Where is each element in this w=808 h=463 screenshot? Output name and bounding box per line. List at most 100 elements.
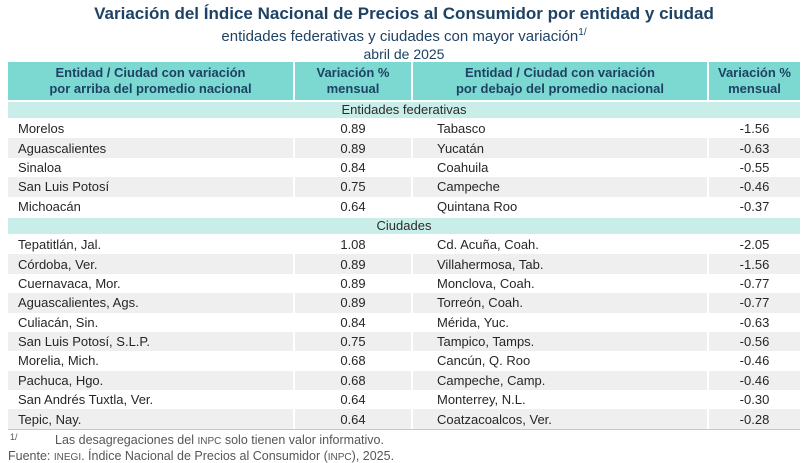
table-row: Tepatitlán, Jal. 1.08 Cd. Acuña, Coah. -2.0… (8, 234, 800, 255)
cell-entity-right: Torreón, Coah. (413, 293, 707, 313)
section-header: Ciudades (8, 217, 800, 234)
table-row: Morelos 0.89 Tabasco -1.56 (8, 119, 800, 139)
heading-block: Variación del Índice Nacional de Precios… (0, 0, 808, 63)
table-row: San Andrés Tuxtla, Ver. 0.64 Monterrey, N.… (8, 390, 800, 410)
cell-entity-right: Quintana Roo (413, 196, 707, 216)
footnote-line: 1/Las desagregaciones del INPC solo tien… (8, 430, 800, 449)
table-row: Aguascalientes, Ags. 0.89 Torreón, Coah. -0… (8, 293, 800, 313)
inpc-table: Entidad / Ciudad con variación por arrib… (8, 62, 800, 430)
cell-entity-right: Cancún, Q. Roo (413, 351, 707, 371)
cell-entity-right: Monterrey, N.L. (413, 390, 707, 410)
cell-entity-right: Monclova, Coah. (413, 273, 707, 294)
cell-entity-left: Aguascalientes, Ags. (8, 293, 293, 313)
cell-entity-right: Coatzacoalcos, Ver. (413, 409, 707, 429)
cell-entity-left: Aguascalientes (8, 138, 293, 158)
cell-entity-left: Cuernavaca, Mor. (8, 273, 293, 294)
col-header-above-average: Entidad / Ciudad con variación por arrib… (8, 62, 293, 100)
cell-value-right: -0.77 (709, 273, 800, 294)
table-section: Ciudades Tepatitlán, Jal. 1.08 Cd. Acuña, C… (8, 217, 800, 429)
cell-value-left: 0.64 (295, 390, 411, 410)
cell-value-right: -0.77 (709, 293, 800, 313)
footnote-text: Las desagregaciones del INPC solo tienen… (55, 433, 384, 447)
footnote-marker: 1/ (10, 432, 18, 442)
cell-value-left: 0.89 (295, 273, 411, 294)
cell-value-right: -0.56 (709, 331, 800, 352)
source-text-post: ), 2025. (351, 449, 395, 463)
source-org-inegi: INEGI (53, 452, 82, 463)
source-line: Fuente: INEGI. Índice Nacional de Precio… (8, 449, 800, 463)
cell-value-right: -0.55 (709, 157, 800, 178)
cell-value-left: 0.89 (295, 293, 411, 313)
cell-entity-left: Culiacán, Sin. (8, 312, 293, 332)
cell-entity-left: Morelia, Mich. (8, 351, 293, 371)
cell-value-left: 0.84 (295, 157, 411, 178)
cell-entity-left: Córdoba, Ver. (8, 254, 293, 274)
cell-entity-right: Yucatán (413, 138, 707, 158)
subtitle-text: entidades federativas y ciudades con may… (221, 28, 579, 45)
cell-value-right: -2.05 (709, 234, 800, 255)
page-subtitle: entidades federativas y ciudades con may… (0, 24, 808, 46)
cell-value-right: -0.46 (709, 177, 800, 197)
cell-value-left: 0.75 (295, 331, 411, 352)
cell-entity-left: San Luis Potosí (8, 177, 293, 197)
cell-entity-left: Michoacán (8, 196, 293, 216)
col-header-monthly-variation-right: Variación % mensual (709, 62, 800, 100)
table-row: Culiacán, Sin. 0.84 Mérida, Yuc. -0.63 (8, 312, 800, 332)
section-header: Entidades federativas (8, 102, 800, 118)
cell-entity-left: Morelos (8, 119, 293, 139)
cell-value-right: -0.63 (709, 312, 800, 332)
footnote-acronym-inpc: INPC (197, 436, 222, 447)
table-row: Aguascalientes 0.89 Yucatán -0.63 (8, 138, 800, 158)
table-row: Córdoba, Ver. 0.89 Villahermosa, Tab. -1.56 (8, 254, 800, 274)
source-acronym-inpc: INPC (327, 452, 352, 463)
cell-value-right: -0.46 (709, 370, 800, 391)
subtitle-footnote-marker: 1/ (578, 27, 587, 38)
cell-value-left: 0.89 (295, 138, 411, 158)
table-header-row: Entidad / Ciudad con variación por arrib… (8, 62, 800, 100)
cell-value-left: 1.08 (295, 234, 411, 255)
cell-value-right: -0.28 (709, 409, 800, 429)
cell-entity-right: Campeche, Camp. (413, 370, 707, 391)
table-row: Cuernavaca, Mor. 0.89 Monclova, Coah. -0.77 (8, 273, 800, 294)
cell-entity-right: Villahermosa, Tab. (413, 254, 707, 274)
source-text-mid: . Índice Nacional de Precios al Consumid… (81, 449, 328, 463)
table-row: Michoacán 0.64 Quintana Roo -0.37 (8, 196, 800, 216)
cell-value-right: -1.56 (709, 119, 800, 139)
footnote-text-post: solo tienen valor informativo. (221, 433, 384, 447)
footnote-text-pre: Las desagregaciones del (55, 433, 198, 447)
cell-entity-left: Sinaloa (8, 157, 293, 178)
cell-entity-left: Tepic, Nay. (8, 409, 293, 429)
cell-value-left: 0.75 (295, 177, 411, 197)
cell-entity-right: Tabasco (413, 119, 707, 139)
cell-value-right: -0.30 (709, 390, 800, 410)
cell-entity-left: San Andrés Tuxtla, Ver. (8, 390, 293, 410)
cell-entity-right: Tampico, Tamps. (413, 331, 707, 352)
date-line: abril de 2025 (363, 46, 445, 62)
cell-entity-left: San Luis Potosí, S.L.P. (8, 331, 293, 352)
cell-value-right: -1.56 (709, 254, 800, 274)
col-header-monthly-variation-left: Variación % mensual (295, 62, 411, 100)
table-row: Pachuca, Hgo. 0.68 Campeche, Camp. -0.46 (8, 370, 800, 391)
table-row: Tepic, Nay. 0.64 Coatzacoalcos, Ver. -0.28 (8, 409, 800, 429)
table-row: Morelia, Mich. 0.68 Cancún, Q. Roo -0.46 (8, 351, 800, 371)
table-row: San Luis Potosí, S.L.P. 0.75 Tampico, Tamp… (8, 331, 800, 352)
cell-entity-left: Pachuca, Hgo. (8, 370, 293, 391)
cell-entity-right: Campeche (413, 177, 707, 197)
cell-value-left: 0.84 (295, 312, 411, 332)
cell-value-right: -0.37 (709, 196, 800, 216)
footnotes-block: 1/Las desagregaciones del INPC solo tien… (8, 430, 800, 463)
cell-value-left: 0.64 (295, 196, 411, 216)
cell-value-right: -0.46 (709, 351, 800, 371)
table-row: Sinaloa 0.84 Coahuila -0.55 (8, 157, 800, 178)
cell-value-left: 0.64 (295, 409, 411, 429)
page-title: Variación del Índice Nacional de Precios… (94, 4, 714, 23)
col-header-below-average: Entidad / Ciudad con variación por debaj… (413, 62, 707, 100)
cell-value-left: 0.89 (295, 254, 411, 274)
cell-value-right: -0.63 (709, 138, 800, 158)
cell-value-left: 0.89 (295, 119, 411, 139)
cell-entity-right: Coahuila (413, 157, 707, 178)
cell-entity-left: Tepatitlán, Jal. (8, 234, 293, 255)
cell-entity-right: Mérida, Yuc. (413, 312, 707, 332)
table-section: Entidades federativas Morelos 0.89 Tabasco -… (8, 102, 800, 216)
